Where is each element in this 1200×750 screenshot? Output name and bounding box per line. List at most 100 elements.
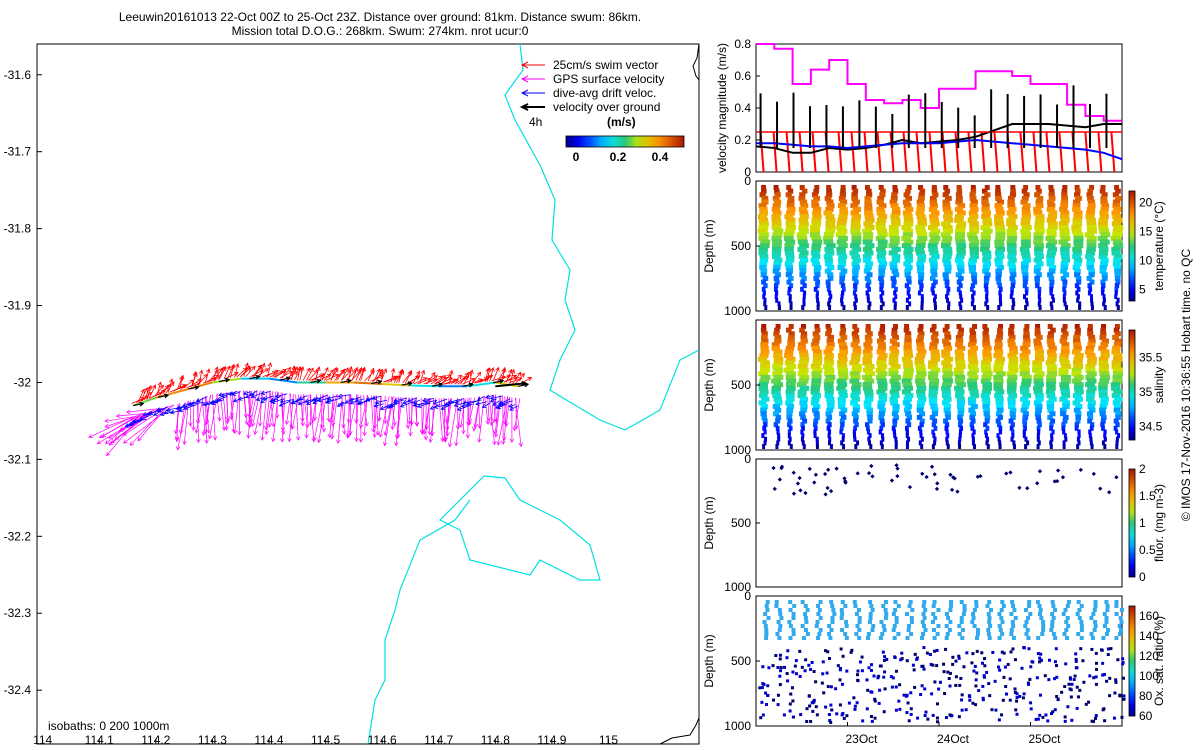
fluor-sample <box>807 466 812 472</box>
profile-sample <box>1035 324 1041 329</box>
profile-sample <box>981 367 992 373</box>
profile-sample <box>1033 265 1042 270</box>
fluor-sample <box>1004 471 1009 476</box>
profile-sample <box>994 214 1004 220</box>
profile-sample <box>850 210 860 216</box>
profile-sample <box>1100 374 1110 380</box>
fluor-sample <box>855 471 860 476</box>
profile-sample <box>758 235 769 241</box>
gps-velocity-arrow <box>106 451 111 457</box>
profile-sample <box>774 407 782 413</box>
profile-sample <box>998 297 1002 303</box>
profile-sample <box>1087 418 1093 424</box>
oxygen-sample <box>1051 616 1056 620</box>
profile-sample <box>994 239 1005 245</box>
profile-sample <box>1072 246 1082 252</box>
oxygen-sample <box>1036 717 1040 721</box>
profile-sample <box>918 411 926 417</box>
profile-sample <box>969 334 977 340</box>
profile-sample <box>1046 382 1056 388</box>
oxygen-sample <box>774 600 779 604</box>
profile-sample <box>1113 342 1122 348</box>
profile-sample <box>1022 411 1029 417</box>
drift-velocity-arrow <box>260 390 266 396</box>
profile-sample <box>1049 283 1054 289</box>
profile-sample <box>825 221 836 227</box>
profile-sample <box>826 192 833 198</box>
profile-sample <box>918 440 922 446</box>
profile-sample <box>1115 422 1120 428</box>
profile-sample <box>789 305 793 310</box>
profile-sample <box>891 385 901 391</box>
profile-sample <box>878 331 885 337</box>
profile-sample <box>811 243 822 249</box>
profile-sample <box>825 279 831 285</box>
oxygen-sample <box>910 608 915 612</box>
profile-sample <box>1113 257 1122 263</box>
fluor-sample <box>1035 481 1040 486</box>
profile-sample <box>852 275 858 281</box>
drift-velocity-arrow <box>279 400 291 407</box>
profile-sample <box>810 228 820 234</box>
profile-sample <box>1046 349 1056 355</box>
oxygen-sample <box>1117 624 1122 628</box>
profile-sample <box>787 290 791 296</box>
oxygen-sample <box>880 632 885 636</box>
swim-vector-arrow <box>320 373 326 378</box>
fluor-sample <box>772 486 777 491</box>
profile-sample <box>868 301 872 307</box>
profile-sample <box>1115 301 1119 307</box>
profile-sample <box>836 378 847 384</box>
profile-sample <box>983 422 988 428</box>
oxygen-sample <box>961 612 966 616</box>
profile-sample <box>824 367 835 373</box>
coastline <box>659 717 700 745</box>
drift-velocity-arrow <box>291 400 296 405</box>
oxygen-sample <box>932 636 937 640</box>
profile-sample <box>1046 338 1055 344</box>
profile-sample <box>1074 257 1083 263</box>
profile-sample <box>1085 214 1095 220</box>
fluor-sample <box>791 470 796 475</box>
profile-sample <box>1075 411 1082 417</box>
swim-vector-arrow <box>157 381 162 387</box>
profile-sample <box>1006 371 1017 377</box>
profile-sample <box>985 294 989 300</box>
profile-sample <box>758 382 769 388</box>
profile-sample <box>905 265 913 270</box>
profile-sample <box>904 338 912 344</box>
profile-sample <box>982 371 993 377</box>
gps-velocity-arrow <box>487 395 490 421</box>
profile-sample <box>877 382 888 388</box>
profile-sample <box>840 422 845 428</box>
profile-sample <box>999 301 1003 307</box>
profile-sample <box>943 407 951 413</box>
profile-sample <box>864 396 874 402</box>
gps-velocity-arrow <box>243 413 248 419</box>
profile-sample <box>1009 268 1017 274</box>
profile-sample <box>1012 301 1016 307</box>
gps-velocity-arrow <box>225 419 230 425</box>
gps-velocity-arrow <box>212 436 218 441</box>
profile-sample <box>972 429 976 435</box>
oxygen-sample <box>877 701 881 705</box>
profile-sample <box>915 338 924 344</box>
gps-velocity-arrow <box>250 422 256 427</box>
profile-sample <box>1101 272 1108 278</box>
profile-sample <box>928 389 938 395</box>
profile-sample <box>1048 268 1056 274</box>
profile-sample <box>927 243 938 249</box>
profile-sample <box>889 378 900 384</box>
oxygen-sample <box>1119 628 1124 632</box>
oxygen-sample <box>857 620 862 624</box>
oxygen-sample <box>869 604 874 608</box>
profile-sample <box>1115 429 1119 435</box>
profile-sample <box>797 239 808 245</box>
profile-sample <box>982 324 988 329</box>
gps-velocity-arrow <box>216 393 221 421</box>
oxygen-sample <box>909 691 913 695</box>
profile-sample <box>931 429 935 435</box>
profile-sample <box>1072 217 1083 223</box>
oxygen-sample <box>1069 695 1073 699</box>
profile-sample <box>1062 444 1066 449</box>
